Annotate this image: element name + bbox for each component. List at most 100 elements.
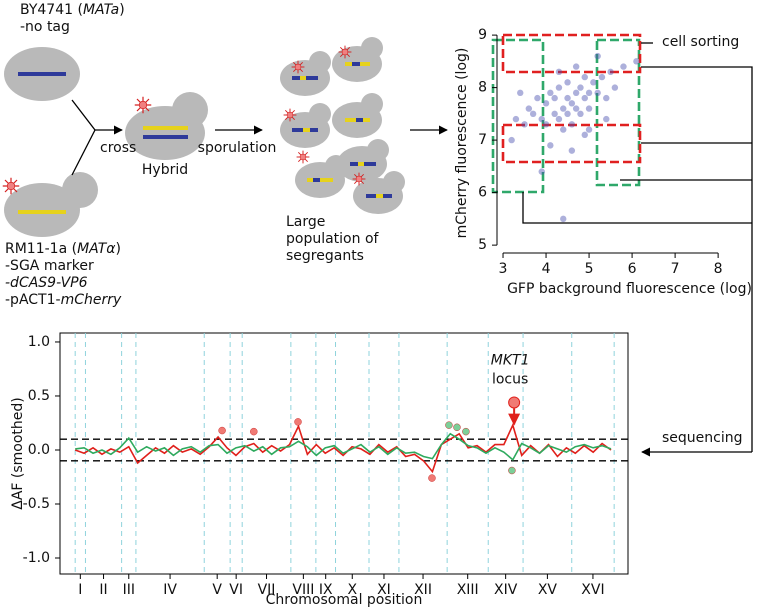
- scatter-point: [577, 110, 584, 118]
- scatter-point: [603, 94, 610, 102]
- y-axis-label: mCherry fluorescence (log): [454, 48, 470, 239]
- highlight-point: [428, 474, 436, 482]
- sporulation-label: sporulation: [198, 140, 277, 156]
- scatter-point: [564, 110, 571, 118]
- series-line: [74, 422, 612, 474]
- y-tick-label: 5: [478, 237, 487, 253]
- highlight-point: [218, 426, 226, 435]
- y-tick-label: 1.0: [28, 334, 50, 350]
- scatter-point: [577, 84, 584, 91]
- annotation-point: [508, 396, 521, 409]
- scatter-point: [585, 105, 593, 112]
- scatter-point: [633, 58, 640, 65]
- x-tick-label: II: [99, 582, 107, 598]
- x-tick-label: IX: [319, 582, 333, 598]
- highlight-point: [250, 427, 258, 436]
- scatter-point: [611, 84, 619, 91]
- scatter-point: [534, 94, 541, 102]
- scatter-point: [607, 68, 614, 76]
- text-line: Large: [286, 214, 325, 230]
- y-tick-label: 7: [478, 132, 487, 148]
- scatter-point: [555, 68, 563, 76]
- y-tick-label: 6: [478, 185, 487, 201]
- gates: [491, 33, 642, 194]
- scatter-point: [568, 100, 576, 107]
- x-tick-label: 7: [671, 261, 680, 277]
- hybrid-label: Hybrid: [142, 162, 188, 178]
- scatter-point: [585, 126, 593, 133]
- scatter-point: [508, 136, 515, 144]
- text-segment: BY4741 (: [20, 2, 83, 18]
- scatter-point: [581, 73, 588, 81]
- scatter-point: [572, 63, 580, 70]
- highlight-point: [294, 418, 302, 426]
- scatter-point: [603, 115, 610, 123]
- x-tick-label: XIII: [457, 582, 479, 598]
- scatter-point: [594, 52, 601, 60]
- x-tick-label: VI: [229, 582, 243, 598]
- scatter-point: [555, 115, 563, 123]
- scatter-point: [555, 84, 563, 91]
- scatter-point: [572, 105, 580, 112]
- cells: [2, 37, 405, 237]
- y-axis-label: ΔAF (smoothed): [10, 397, 26, 510]
- text-segment: ): [116, 241, 121, 257]
- scatter-point: [525, 105, 533, 112]
- x-axis-label: Chromosomal position: [266, 592, 423, 608]
- x-tick-label: VII: [258, 582, 276, 598]
- scatter-point: [547, 89, 554, 97]
- highlight-point: [508, 466, 516, 475]
- sequencing-label: sequencing: [662, 430, 743, 446]
- parent1: BY4741 (MATa) -no tag: [20, 2, 125, 35]
- scatter-point: [572, 89, 580, 97]
- scatter-point: [560, 215, 567, 223]
- x-tick-label: 8: [714, 261, 723, 277]
- annotation-text: MKT1: [491, 352, 530, 368]
- y-tick-label: -1.0: [23, 550, 50, 566]
- cell-sorting-label: cell sorting: [662, 34, 739, 50]
- y-tick-label: 9: [478, 27, 487, 43]
- plot-frame: [59, 332, 629, 575]
- highlight-point: [462, 427, 470, 436]
- x-tick-label: XI: [377, 582, 391, 598]
- y-tick-label: 0.5: [28, 388, 50, 404]
- x-tick-label: IV: [163, 582, 177, 598]
- x-tick-label: 6: [628, 261, 637, 277]
- x-tick-label: 4: [542, 261, 551, 277]
- scatter-point: [542, 100, 550, 107]
- x-tick-label: X: [347, 582, 357, 598]
- text-line: population of: [286, 231, 380, 247]
- text-segment: MATα: [77, 241, 116, 257]
- x-tick-label: 5: [585, 261, 594, 277]
- scatter-point: [547, 142, 554, 149]
- scatter-point: [564, 79, 571, 86]
- x-tick-label: 3: [499, 261, 508, 277]
- scatter-point: [581, 131, 588, 139]
- scatter-point: [560, 126, 567, 133]
- text-segment: mCherry: [61, 292, 122, 308]
- scatter-point: [529, 110, 537, 118]
- scatter-point: [538, 115, 545, 123]
- scatter-point: [568, 121, 576, 128]
- text-segment: -pACT1-: [5, 292, 61, 308]
- sorting-connectors: [522, 42, 753, 457]
- scatter-point: [560, 105, 567, 112]
- segregants-label: Large population of segregants: [286, 214, 380, 264]
- flow-arrows: [71, 99, 448, 176]
- highlight-point: [445, 421, 453, 429]
- scatter-point: [620, 63, 627, 70]
- text-segment: RM11-1a (: [5, 241, 77, 257]
- x-tick-label: VIII: [292, 582, 314, 598]
- x-tick-label: I: [78, 582, 82, 598]
- x-tick-label: III: [123, 582, 135, 598]
- scatter-point: [594, 89, 601, 97]
- cross-label: cross: [100, 140, 136, 156]
- y-tick-label: 8: [478, 80, 487, 96]
- scatter-point: [590, 79, 597, 86]
- text-segment: -no tag: [20, 19, 70, 35]
- x-tick-label: XII: [414, 582, 432, 598]
- x-tick-label: XV: [538, 582, 558, 598]
- scatter-point: [598, 73, 606, 81]
- scatter-point: [521, 121, 528, 128]
